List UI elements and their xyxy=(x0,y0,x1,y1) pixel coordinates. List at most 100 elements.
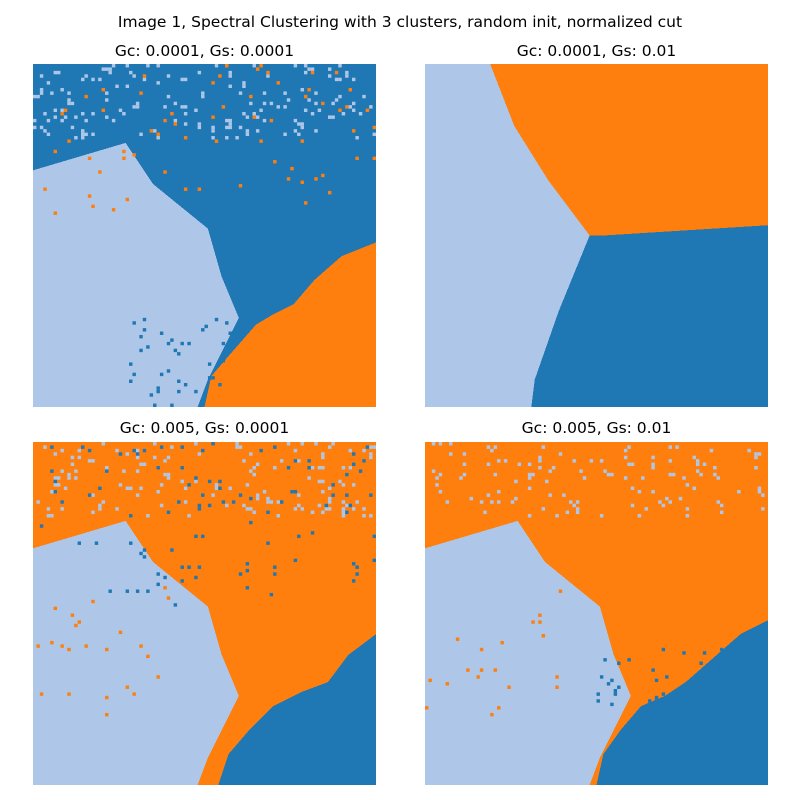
noise-pixel xyxy=(139,334,143,339)
noise-pixel xyxy=(91,112,95,116)
noise-pixel xyxy=(273,565,277,569)
noise-pixel xyxy=(327,67,332,71)
noise-pixel xyxy=(36,94,40,99)
noise-pixel xyxy=(259,64,263,68)
noise-pixel xyxy=(238,445,243,449)
noise-pixel xyxy=(214,483,219,487)
noise-pixel xyxy=(455,637,460,641)
noise-pixel xyxy=(449,442,453,446)
noise-pixel xyxy=(327,445,332,449)
noise-pixel xyxy=(338,94,342,99)
noise-pixel xyxy=(211,493,215,497)
noise-pixel xyxy=(67,98,71,102)
noise-pixel xyxy=(214,64,219,68)
noise-pixel xyxy=(709,448,714,453)
noise-pixel xyxy=(692,486,696,491)
noise-pixel xyxy=(173,101,178,106)
noise-pixel xyxy=(341,500,346,504)
noise-pixel xyxy=(665,675,669,679)
noise-pixel xyxy=(115,84,119,89)
noise-pixel xyxy=(345,472,349,477)
noise-pixel xyxy=(153,455,157,460)
noise-pixel xyxy=(514,496,518,501)
noise-pixel xyxy=(651,455,655,460)
noise-pixel xyxy=(310,466,315,470)
noise-pixel xyxy=(91,493,95,497)
noise-pixel xyxy=(255,67,260,71)
noise-pixel xyxy=(293,64,298,68)
noise-pixel xyxy=(87,459,92,463)
noise-pixel xyxy=(149,129,154,133)
noise-pixel xyxy=(685,483,690,487)
noise-pixel xyxy=(641,476,645,480)
noise-pixel xyxy=(719,503,724,508)
noise-pixel xyxy=(105,67,109,71)
noise-pixel xyxy=(321,510,325,515)
noise-pixels-light-blue xyxy=(33,64,376,140)
noise-pixel xyxy=(214,317,219,322)
noise-pixel xyxy=(293,507,298,511)
noise-pixel xyxy=(50,640,54,645)
noise-pixel xyxy=(610,678,614,683)
noise-pixel xyxy=(170,338,174,342)
noise-pixel xyxy=(548,469,552,473)
noise-pixel xyxy=(43,445,47,449)
noise-pixel xyxy=(307,476,311,480)
noise-pixel xyxy=(81,112,85,116)
noise-pixel xyxy=(43,187,47,191)
noise-pixel xyxy=(252,64,256,68)
noise-pixel xyxy=(245,132,250,137)
noise-pixel xyxy=(630,462,635,467)
noise-pixel xyxy=(53,452,58,456)
noise-pixel xyxy=(327,115,332,119)
noise-pixel xyxy=(572,459,576,463)
noise-pixel xyxy=(372,156,376,161)
noise-pixel xyxy=(218,74,222,78)
noise-pixel xyxy=(139,551,143,556)
noise-pixel xyxy=(221,500,226,504)
noise-pixel xyxy=(345,493,349,497)
noise-pixel xyxy=(548,493,552,497)
noise-pixel xyxy=(249,507,253,511)
noise-pixel xyxy=(685,507,690,511)
noise-pixel xyxy=(310,531,315,535)
noise-pixel xyxy=(33,118,37,123)
noise-pixel xyxy=(500,640,504,645)
noise-pixel xyxy=(187,483,191,487)
noise-pixel xyxy=(146,64,150,68)
noise-pixel xyxy=(507,685,511,689)
noise-pixel xyxy=(341,483,346,487)
noise-pixel xyxy=(449,452,453,456)
noise-pixel xyxy=(307,459,311,463)
noise-pixel xyxy=(108,589,112,593)
noise-pixel xyxy=(754,709,758,713)
noise-pixel xyxy=(647,709,652,713)
noise-pixel xyxy=(218,382,222,387)
noise-pixel xyxy=(166,455,171,460)
noise-pixel xyxy=(510,500,515,504)
noise-pixels-dark-blue xyxy=(39,442,376,607)
noise-pixel xyxy=(558,452,563,456)
noise-pixel xyxy=(276,500,280,504)
noise-pixel xyxy=(81,136,85,140)
noise-pixel xyxy=(91,204,95,209)
noise-pixel xyxy=(555,514,559,518)
cluster-region-dark-blue xyxy=(596,620,768,785)
noise-pixel xyxy=(135,469,140,473)
noise-pixel xyxy=(545,479,549,484)
noise-pixel xyxy=(197,452,202,456)
noise-pixel xyxy=(84,132,88,137)
noise-pixel xyxy=(300,88,304,92)
noise-pixel xyxy=(661,692,666,696)
noise-pixel xyxy=(228,122,232,126)
noise-pixel xyxy=(486,445,491,449)
noise-pixel xyxy=(183,112,188,116)
noise-pixel xyxy=(362,459,366,463)
noise-pixel xyxy=(36,500,40,504)
noise-pixel xyxy=(321,466,325,470)
noise-pixel xyxy=(156,136,160,140)
noise-pixel xyxy=(183,500,188,504)
noise-pixel xyxy=(60,118,64,123)
noise-pixel xyxy=(46,118,51,123)
noise-pixel xyxy=(358,469,363,473)
